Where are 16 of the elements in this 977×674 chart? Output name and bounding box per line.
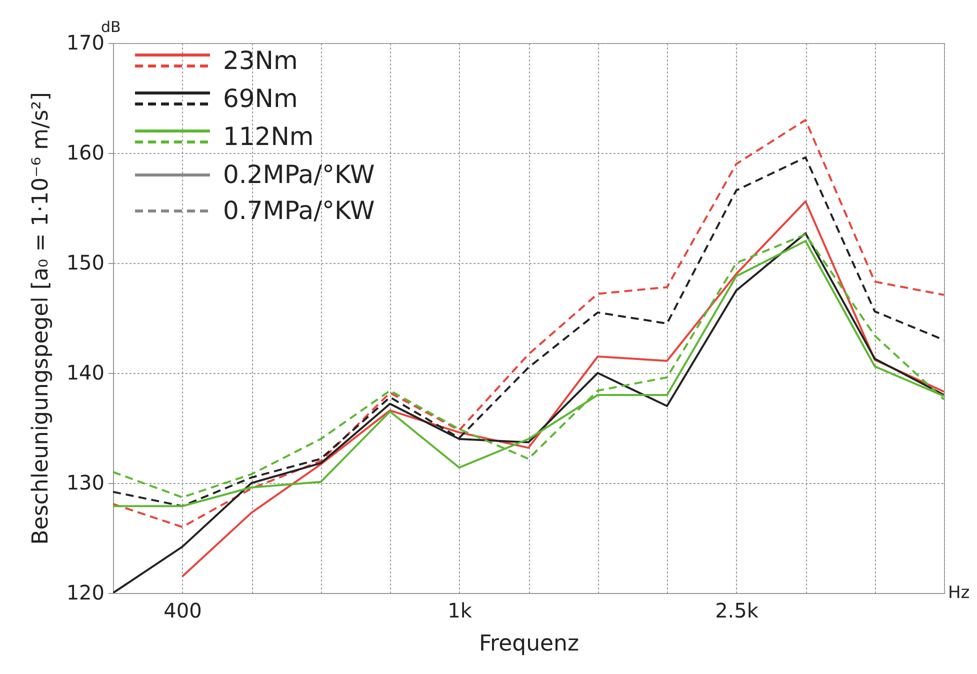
y-tick-label: 130 (66, 470, 104, 494)
legend-label: 69Nm (223, 84, 298, 113)
text: Hz (948, 583, 970, 603)
y-tick-label: 160 (66, 140, 104, 164)
x-tick-label: 1k (448, 598, 472, 622)
legend-label: 23Nm (223, 46, 298, 75)
y-tick-label: 120 (66, 580, 104, 604)
annotation: 0.2MPa/°KW (223, 160, 375, 189)
x-tick-label: 400 (164, 598, 202, 622)
x-tick-label: 2.5k (715, 598, 759, 622)
annotation: 0.7MPa/°KW (223, 196, 375, 225)
x-axis-title: Frequenz (478, 632, 580, 656)
y-tick-label: 140 (66, 360, 104, 384)
y-axis-title: Beschleunigungspegel [a₀ = 1·10⁻⁶ m/s²] (28, 92, 54, 545)
legend-label: 112Nm (223, 122, 314, 151)
y-tick-label: 150 (66, 250, 104, 274)
